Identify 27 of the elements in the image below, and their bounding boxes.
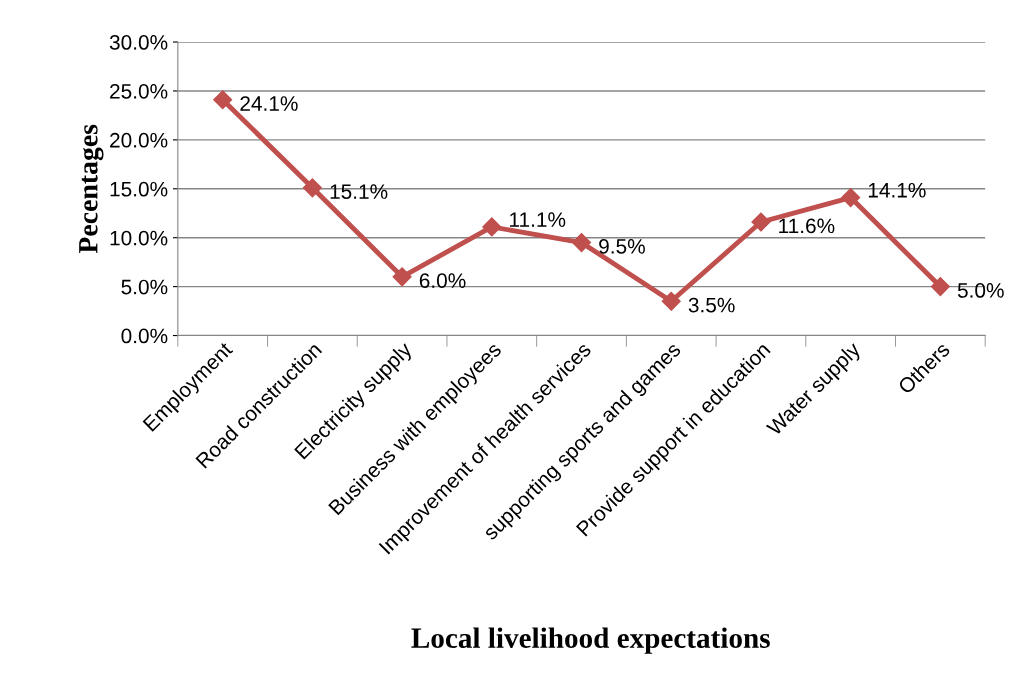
point (841, 188, 861, 208)
point (661, 291, 681, 311)
data-label: 9.5% (599, 238, 645, 254)
data-label: 14.1% (868, 182, 926, 198)
point (751, 212, 771, 232)
y-tick-label: 0.0% (121, 328, 168, 344)
data-label: 6.0% (419, 273, 466, 288)
point (571, 233, 592, 253)
data-label: 5.0% (957, 283, 1004, 298)
y-tick-label: 25.0% (110, 83, 168, 99)
point (392, 267, 412, 287)
data-label: 11.6% (779, 218, 835, 234)
data-label: 24.1% (240, 96, 298, 111)
data-label: 11.1% (510, 212, 566, 227)
y-tick-label: 20.0% (110, 132, 168, 148)
point (482, 217, 502, 237)
data-label: 3.5% (688, 297, 735, 313)
point (213, 90, 233, 110)
point (930, 277, 950, 297)
data-label: 15.1% (330, 184, 388, 199)
x-axis-title: Local livelihood expectations (411, 627, 770, 654)
y-tick-label: 30.0% (109, 35, 168, 50)
y-tick-label: 15.0% (110, 181, 168, 197)
y-tick-label: 10.0% (110, 230, 168, 246)
point (302, 178, 322, 198)
y-tick-label: 5.0% (121, 279, 168, 295)
y-axis-title: Pecentages (79, 124, 104, 254)
